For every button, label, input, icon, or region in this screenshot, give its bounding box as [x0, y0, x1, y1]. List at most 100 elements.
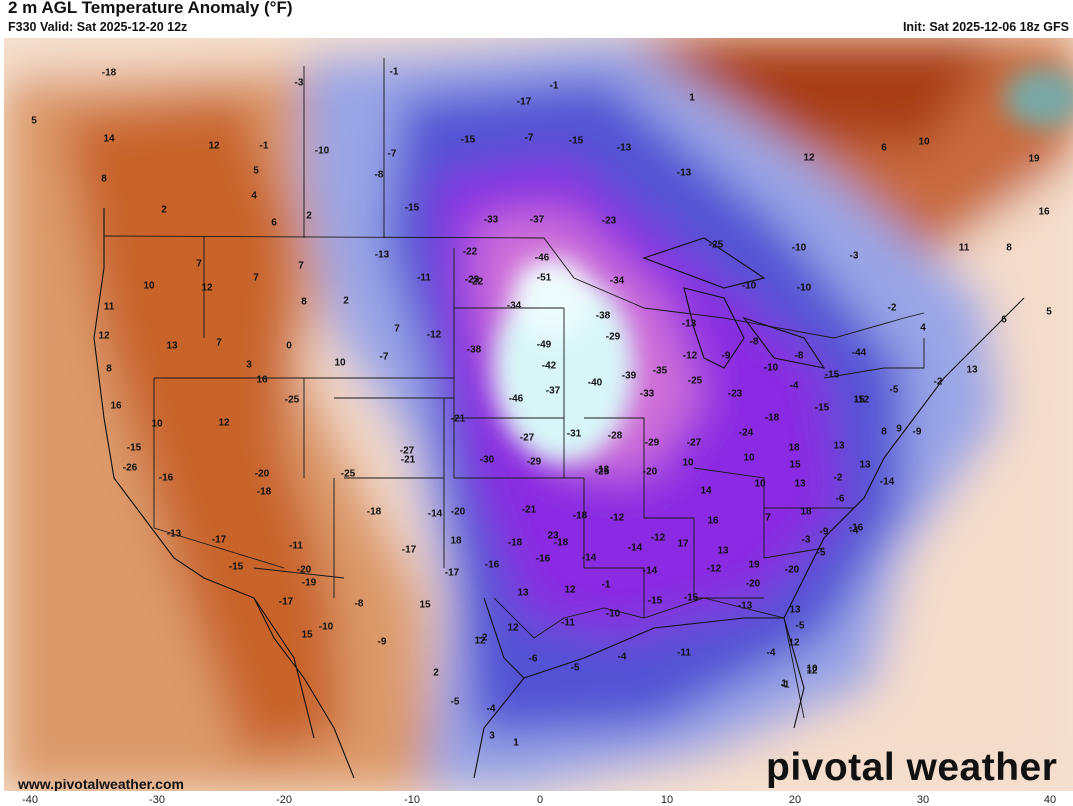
anomaly-value: -30 — [479, 454, 495, 466]
anomaly-value: -14 — [581, 552, 597, 564]
anomaly-value: -11 — [289, 540, 303, 552]
anomaly-value: 18 — [800, 506, 812, 518]
anomaly-value: 17 — [677, 538, 689, 550]
anomaly-value: 12 — [474, 635, 486, 647]
colorbar-tick: 10 — [660, 794, 674, 806]
anomaly-value: -20 — [784, 564, 800, 576]
anomaly-value: -14 — [642, 565, 658, 577]
anomaly-value: 2 — [161, 204, 167, 216]
anomaly-value: -10 — [314, 145, 330, 157]
anomaly-value: 13 — [517, 587, 529, 599]
coastlines — [93, 208, 1025, 779]
anomaly-value: -16 — [484, 559, 500, 571]
anomaly-value: -42 — [541, 360, 557, 372]
colorbar-tick: -40 — [22, 794, 38, 806]
colorbar-tick: 40 — [1043, 794, 1057, 806]
anomaly-value: 14 — [103, 133, 115, 145]
anomaly-value: -13 — [616, 142, 632, 154]
anomaly-value: -2 — [933, 376, 943, 388]
anomaly-value: 13 — [789, 604, 801, 616]
anomaly-value: 1 — [513, 737, 519, 749]
anomaly-value: -3 — [294, 77, 304, 89]
anomaly-value: 16 — [256, 374, 268, 386]
anomaly-value: -13 — [594, 464, 610, 476]
anomaly-value: 10 — [806, 663, 818, 675]
anomaly-value: -27 — [686, 437, 702, 449]
anomaly-value: -16 — [158, 472, 174, 484]
anomaly-value: -18 — [572, 510, 588, 522]
anomaly-value: -7 — [379, 351, 389, 363]
anomaly-value: 11 — [958, 242, 970, 254]
anomaly-field — [4, 38, 1073, 791]
anomaly-value: -34 — [506, 300, 522, 312]
init-time: Init: Sat 2025-12-06 18z GFS — [902, 20, 1069, 34]
anomaly-value: -5 — [795, 620, 805, 632]
anomaly-value: 15 — [853, 394, 865, 406]
colorbar-tick: -30 — [149, 794, 165, 806]
anomaly-value: -35 — [652, 365, 668, 377]
anomaly-value: -27 — [519, 432, 535, 444]
anomaly-value: -9 — [377, 636, 387, 648]
anomaly-value: -2 — [887, 302, 897, 314]
anomaly-value: 10 — [151, 418, 163, 430]
anomaly-value: 12 — [201, 282, 213, 294]
anomaly-value: 2 — [343, 295, 349, 307]
anomaly-value: -25 — [340, 468, 356, 480]
anomaly-value: -13 — [374, 249, 390, 261]
anomaly-value: -6 — [835, 493, 845, 505]
anomaly-value: -8 — [354, 598, 364, 610]
anomaly-value: 13 — [833, 440, 845, 452]
anomaly-value: -16 — [535, 553, 551, 565]
anomaly-value: -2 — [478, 632, 488, 644]
anomaly-value: -21 — [521, 504, 537, 516]
website-label: www.pivotalweather.com — [18, 776, 184, 791]
anomaly-value: -29 — [526, 456, 542, 468]
anomaly-value: -20 — [450, 506, 466, 518]
anomaly-value: -34 — [609, 275, 625, 287]
brand-logo: pivotal weather — [766, 746, 1058, 789]
anomaly-value: 12 — [98, 330, 110, 342]
anomaly-value: 7 — [394, 323, 400, 335]
anomaly-value: -13 — [166, 528, 182, 540]
anomaly-value: -9 — [819, 526, 829, 538]
anomaly-value: -15 — [683, 592, 699, 604]
anomaly-value: -14 — [627, 542, 643, 554]
anomaly-value: 15 — [789, 459, 801, 471]
anomaly-value: -25 — [687, 375, 703, 387]
anomaly-value: -11 — [561, 617, 575, 629]
anomaly-value: -18 — [764, 412, 780, 424]
colorbar-tick: -10 — [404, 794, 420, 806]
anomaly-value: -23 — [727, 388, 743, 400]
anomaly-value: 7 — [216, 337, 222, 349]
colorbar-tick: 20 — [788, 794, 802, 806]
colorbar-tick: 30 — [916, 794, 930, 806]
anomaly-value: -1 — [601, 579, 611, 591]
anomaly-value: 8 — [101, 173, 107, 185]
anomaly-value: -4 — [766, 647, 776, 659]
anomaly-value: -13 — [681, 318, 697, 330]
anomaly-value: -6 — [528, 653, 538, 665]
anomaly-value: -14 — [879, 476, 895, 488]
anomaly-value: 18 — [788, 442, 800, 454]
anomaly-value: 12 — [806, 665, 818, 677]
anomaly-value: 18 — [450, 535, 462, 547]
anomaly-value: 10 — [143, 280, 155, 292]
anomaly-value: 6 — [1001, 314, 1007, 326]
anomaly-value: 13 — [794, 478, 806, 490]
anomaly-value: -9 — [721, 350, 731, 362]
colorbar-tick: -20 — [276, 794, 292, 806]
anomaly-value: -23 — [601, 215, 617, 227]
anomaly-value: 10 — [918, 136, 930, 148]
anomaly-value: 16 — [1038, 206, 1050, 218]
anomaly-value: -25 — [594, 466, 610, 478]
anomaly-value: -51 — [536, 272, 552, 284]
anomaly-value: 7 — [765, 512, 771, 524]
anomaly-value: -1 — [259, 140, 269, 152]
anomaly-value: -27 — [399, 445, 415, 457]
anomaly-value: -20 — [296, 564, 312, 576]
anomaly-value: 13 — [966, 364, 978, 376]
anomaly-value: -13 — [676, 167, 692, 179]
anomaly-value: -33 — [483, 214, 499, 226]
anomaly-value: 12 — [788, 637, 800, 649]
anomaly-value: -5 — [816, 547, 826, 559]
